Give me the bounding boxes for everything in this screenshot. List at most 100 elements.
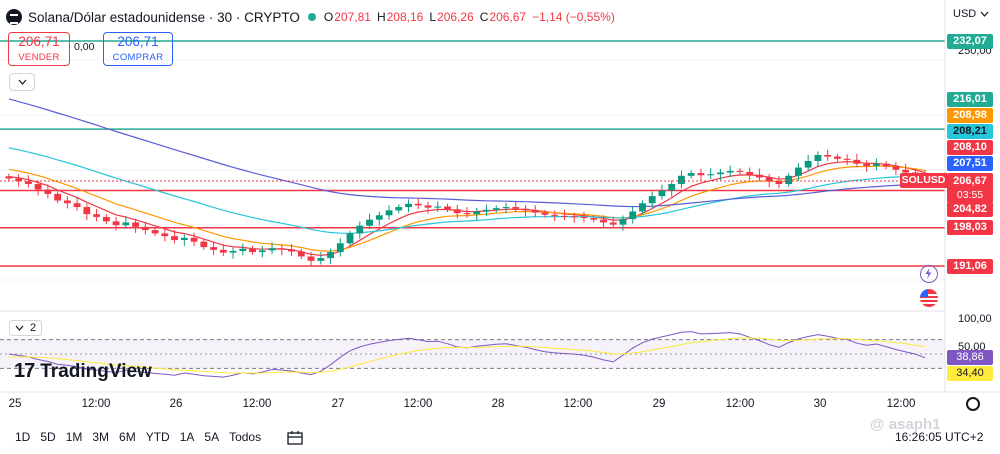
candle-body — [219, 249, 227, 253]
symbol-title[interactable]: Solana/Dólar estadounidense · 30 · CRYPT… — [28, 9, 300, 25]
candle-body — [863, 163, 871, 166]
market-status-icon — [307, 13, 316, 21]
flag-stripes-icon — [920, 289, 938, 304]
candle-body — [590, 218, 598, 220]
candle-body — [24, 181, 32, 185]
candle-body — [882, 163, 890, 167]
horizontal-levels — [0, 40, 945, 267]
symbol-price-tag: SOLUSD — [900, 173, 947, 188]
candle-body — [609, 222, 617, 225]
timeframe-5a[interactable]: 5A — [204, 430, 220, 444]
date-range-icon[interactable] — [286, 430, 306, 446]
candle-body — [600, 219, 607, 223]
price-label: 208,21 — [947, 124, 993, 139]
candle-body — [434, 206, 442, 208]
rsi-band — [0, 339, 945, 369]
candle-body — [180, 237, 188, 240]
sell-button[interactable]: 206,71 VENDER — [8, 32, 70, 66]
price-label: 216,01 — [947, 92, 993, 107]
timeframe-5d[interactable]: 5D — [40, 430, 56, 444]
candle-body — [424, 205, 432, 208]
candle-body — [756, 174, 763, 178]
candle-body — [346, 233, 354, 244]
timeframe-6m[interactable]: 6M — [119, 430, 136, 444]
candle-body — [288, 249, 295, 252]
currency-selector[interactable]: USD — [953, 8, 989, 20]
candle-body — [473, 211, 481, 215]
time-label: 12:00 — [563, 398, 593, 410]
candle-body — [814, 154, 822, 161]
ohlc-high-value: 208,16 — [386, 10, 424, 24]
rsi-scale-top: 100,00 — [958, 313, 992, 325]
us-flag-icon[interactable] — [920, 289, 938, 307]
candle-body — [648, 196, 656, 204]
candle-body — [463, 213, 471, 215]
candle-body — [112, 221, 120, 226]
candle-body — [297, 251, 305, 257]
brand-name: TradingView — [40, 360, 152, 382]
time-label: 28 — [491, 398, 505, 410]
candle-body — [678, 175, 685, 185]
time-label: 25 — [8, 398, 22, 410]
ohlc-low-value: 206,26 — [437, 10, 474, 24]
ohlc-low-key: L — [429, 10, 437, 24]
candle-body — [658, 190, 666, 197]
flash-icon[interactable] — [920, 265, 938, 283]
timeframe-all[interactable]: Todos — [229, 430, 262, 444]
candle-body — [794, 167, 802, 176]
candle-body — [54, 193, 62, 201]
utc-clock[interactable]: 16:26:05 UTC+2 — [895, 430, 984, 444]
spread-value: 0,00 — [74, 41, 95, 53]
candle-body — [804, 160, 812, 168]
timeframe-1d[interactable]: 1D — [15, 430, 31, 444]
tradingview-logo[interactable]: 17 TradingView — [14, 360, 152, 383]
rsi-toggle-button[interactable]: 2 — [9, 320, 43, 336]
candle-body — [93, 214, 101, 217]
ma-long-line — [8, 98, 926, 208]
rsi-pane — [0, 331, 945, 378]
candle-body — [785, 175, 793, 185]
ohlc-high-key: H — [376, 10, 386, 24]
candle-body — [5, 176, 13, 179]
buy-button[interactable]: 206,71 COMPRAR — [103, 32, 173, 66]
time-label: 12:00 — [403, 398, 433, 410]
timeframe-1a[interactable]: 1A — [179, 430, 195, 444]
candle-body — [687, 173, 695, 176]
user-watermark: @ asaph1 — [870, 416, 941, 433]
indicator-count: 2 — [30, 322, 37, 334]
price-label: 207,51 — [947, 156, 993, 171]
timeframe-1m[interactable]: 1M — [65, 430, 83, 444]
candle-body — [83, 207, 91, 215]
collapse-legend-button[interactable] — [9, 73, 35, 91]
timeframe-ytd[interactable]: YTD — [145, 430, 170, 444]
candle-body — [395, 207, 403, 211]
candle-body — [151, 230, 159, 234]
candle-body — [327, 252, 334, 259]
timeframe-3m[interactable]: 3M — [92, 430, 110, 444]
candle-body — [190, 237, 198, 242]
candle-body — [736, 170, 744, 172]
time-label: 27 — [331, 398, 345, 410]
time-label: 12:00 — [725, 398, 755, 410]
candle-body — [707, 174, 715, 176]
candle-body — [414, 203, 422, 206]
chevron-down-icon — [980, 11, 989, 17]
candle-body — [765, 177, 773, 182]
candle-body — [366, 219, 373, 226]
candle-body — [502, 207, 510, 209]
candle-body — [853, 159, 861, 164]
timeframe-toolbar: 1D 5D 1M 3M 6M YTD 1A 5A Todos — [12, 430, 306, 446]
candle-body — [824, 154, 832, 157]
candle-body — [541, 212, 549, 215]
candle-body — [483, 209, 490, 212]
candle-body — [551, 214, 559, 216]
candle-body — [258, 250, 266, 253]
candle-body — [239, 248, 247, 251]
candle-body — [375, 215, 383, 220]
candle-body — [892, 166, 900, 170]
candle-body — [570, 216, 578, 218]
gear-icon[interactable] — [966, 397, 980, 411]
price-label: 204,82 — [947, 202, 993, 217]
time-label: 29 — [652, 398, 666, 410]
